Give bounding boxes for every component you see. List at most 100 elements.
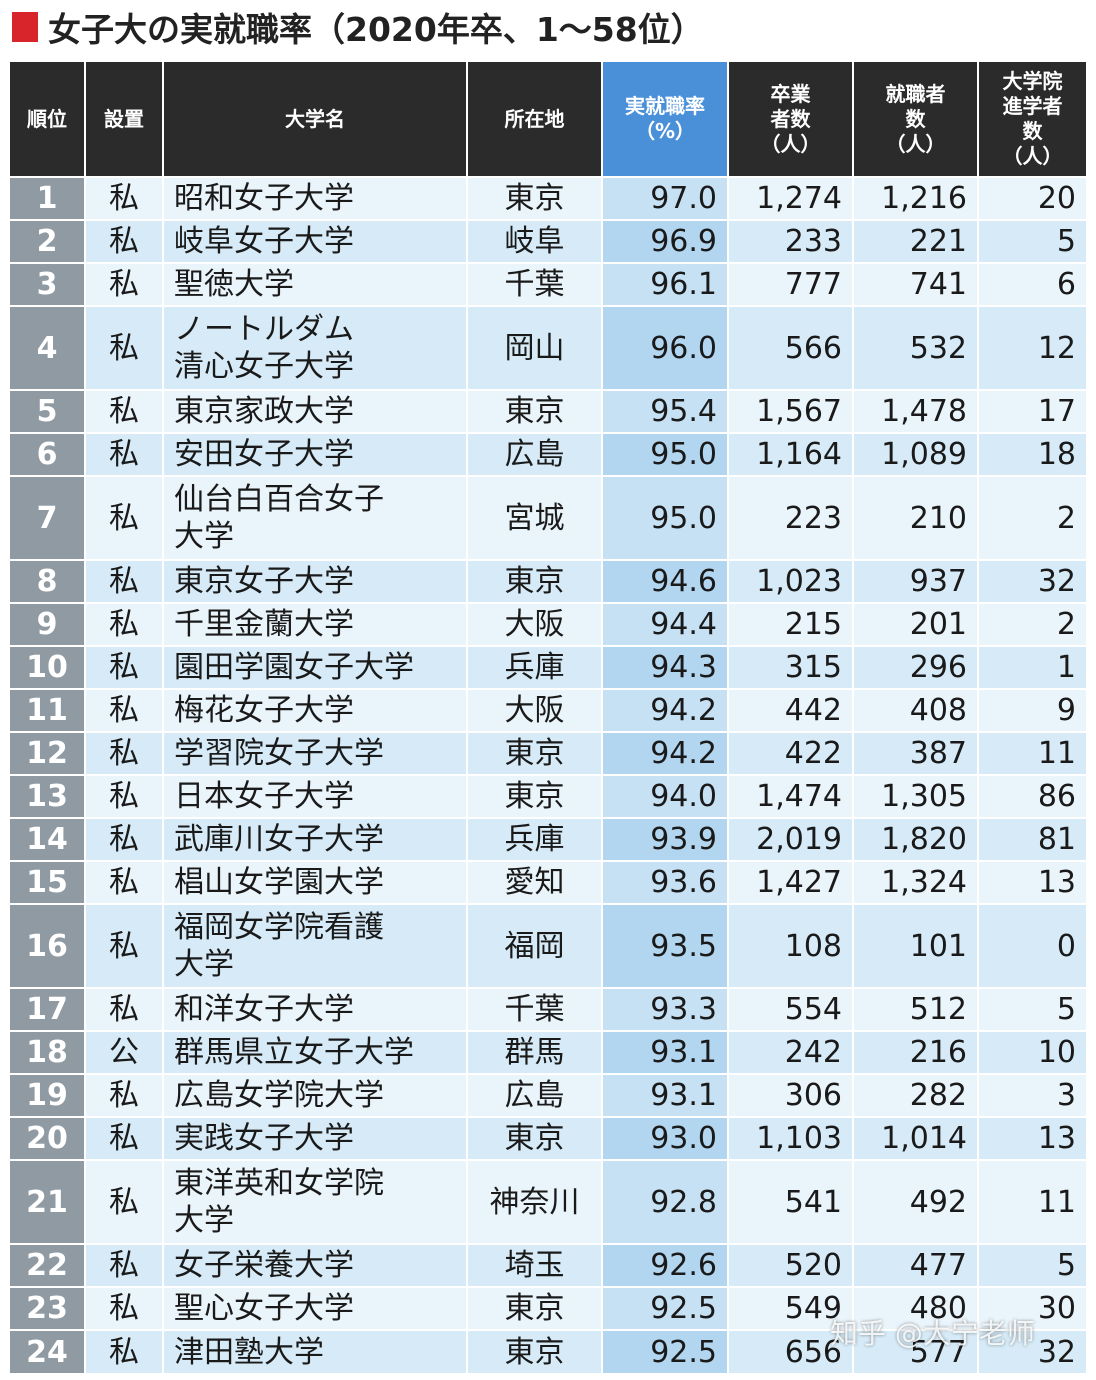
- university-name-cell: 東京家政大学: [163, 389, 468, 433]
- university-name-cell: 安田女子大学: [163, 432, 468, 476]
- employed-cell: 201: [853, 602, 979, 646]
- university-name-cell: ノートルダム 清心女子大学: [163, 305, 468, 390]
- type-cell: 私: [85, 432, 164, 476]
- header-grad-school-line: 数: [1022, 119, 1043, 143]
- table-row: 13 私日本女子大学 東京 94.0 1,474 1,305 86: [10, 774, 1086, 818]
- location-cell: 東京: [467, 1286, 603, 1330]
- header-location: 所在地: [467, 62, 603, 177]
- location-cell: 神奈川: [467, 1159, 603, 1244]
- table-row: 24 私津田塾大学 東京 92.5 656 577 32: [10, 1329, 1086, 1373]
- header-type: 設置: [85, 62, 164, 177]
- university-name-cell: 日本女子大学: [163, 774, 468, 818]
- graduates-cell: 306: [728, 1073, 854, 1117]
- university-name-cell: 実践女子大学: [163, 1116, 468, 1160]
- location-cell: 兵庫: [467, 817, 603, 861]
- rate-cell: 93.1: [602, 1073, 729, 1117]
- employed-cell: 282: [853, 1073, 979, 1117]
- grad-school-cell: 0: [978, 903, 1086, 988]
- university-name-cell: 福岡女学院看護 大学: [163, 903, 468, 988]
- employed-cell: 216: [853, 1030, 979, 1074]
- rate-cell: 92.6: [602, 1243, 729, 1287]
- graduates-cell: 1,567: [728, 389, 854, 433]
- rank-cell: 6: [10, 432, 86, 476]
- red-square-icon: [12, 12, 38, 42]
- graduates-cell: 541: [728, 1159, 854, 1244]
- type-cell: 私: [85, 688, 164, 732]
- rank-cell: 1: [10, 176, 86, 220]
- location-cell: 東京: [467, 389, 603, 433]
- header-graduates: 卒業 者数 （人）: [728, 62, 854, 177]
- graduates-cell: 2,019: [728, 817, 854, 861]
- university-name-cell: 東洋英和女学院 大学: [163, 1159, 468, 1244]
- rate-cell: 93.6: [602, 860, 729, 904]
- graduates-cell: 108: [728, 903, 854, 988]
- university-name-line: 女子栄養大学: [174, 1248, 354, 1283]
- location-cell: 東京: [467, 176, 603, 220]
- location-cell: 東京: [467, 731, 603, 775]
- university-name-line: 学習院女子大学: [174, 736, 384, 771]
- university-name-cell: 津田塾大学: [163, 1329, 468, 1373]
- employed-cell: 1,478: [853, 389, 979, 433]
- header-rate-line: （%）: [634, 119, 696, 143]
- graduates-cell: 215: [728, 602, 854, 646]
- employed-cell: 477: [853, 1243, 979, 1287]
- grad-school-cell: 11: [978, 1159, 1086, 1244]
- employed-cell: 937: [853, 559, 979, 603]
- employed-cell: 1,014: [853, 1116, 979, 1160]
- type-cell: 私: [85, 559, 164, 603]
- table-row: 22 私女子栄養大学 埼玉 92.6 520 477 5: [10, 1243, 1086, 1287]
- rank-cell: 14: [10, 817, 86, 861]
- header-employed-line: （人）: [885, 131, 946, 156]
- location-cell: 東京: [467, 774, 603, 818]
- rate-cell: 93.1: [602, 1030, 729, 1074]
- graduates-cell: 442: [728, 688, 854, 732]
- type-cell: 私: [85, 1329, 164, 1373]
- header-name: 大学名: [163, 62, 468, 177]
- table-row: 3 私聖徳大学 千葉 96.1 777 741 6: [10, 262, 1086, 306]
- rate-cell: 94.2: [602, 688, 729, 732]
- location-cell: 宮城: [467, 475, 603, 560]
- rate-cell: 96.0: [602, 305, 729, 390]
- employed-cell: 221: [853, 219, 979, 263]
- type-cell: 私: [85, 305, 164, 390]
- university-name-line: 東洋英和女学院: [174, 1166, 384, 1201]
- university-name-line: 安田女子大学: [174, 437, 354, 472]
- location-cell: 大阪: [467, 688, 603, 732]
- header-employed: 就職者 数 （人）: [853, 62, 979, 177]
- grad-school-cell: 2: [978, 475, 1086, 560]
- employed-cell: 296: [853, 645, 979, 689]
- table-row: 14 私武庫川女子大学 兵庫 93.9 2,019 1,820 81: [10, 817, 1086, 861]
- graduates-cell: 422: [728, 731, 854, 775]
- grad-school-cell: 5: [978, 1243, 1086, 1287]
- university-name-line: 清心女子大学: [174, 349, 354, 384]
- employed-cell: 512: [853, 987, 979, 1031]
- location-cell: 広島: [467, 432, 603, 476]
- graduates-cell: 242: [728, 1030, 854, 1074]
- university-name-line: 東京女子大学: [174, 564, 354, 599]
- type-cell: 私: [85, 475, 164, 560]
- university-name-line: 聖徳大学: [174, 267, 294, 302]
- table-row: 9 私千里金蘭大学 大阪 94.4 215 201 2: [10, 602, 1086, 646]
- rank-cell: 9: [10, 602, 86, 646]
- university-name-line: 武庫川女子大学: [174, 822, 384, 857]
- graduates-cell: 549: [728, 1286, 854, 1330]
- rate-cell: 96.9: [602, 219, 729, 263]
- university-name-cell: 岐阜女子大学: [163, 219, 468, 263]
- university-name-line: 千里金蘭大学: [174, 607, 354, 642]
- rank-cell: 18: [10, 1030, 86, 1074]
- header-rank: 順位: [10, 62, 86, 177]
- location-cell: 広島: [467, 1073, 603, 1117]
- university-name-cell: 武庫川女子大学: [163, 817, 468, 861]
- university-name-line: 和洋女子大学: [174, 992, 354, 1027]
- rate-cell: 96.1: [602, 262, 729, 306]
- rate-cell: 94.4: [602, 602, 729, 646]
- graduates-cell: 1,427: [728, 860, 854, 904]
- type-cell: 私: [85, 860, 164, 904]
- watermark: 知乎 @大宁老师: [830, 1317, 1035, 1350]
- location-cell: 愛知: [467, 860, 603, 904]
- university-name-line: 東京家政大学: [174, 394, 354, 429]
- header-employed-line: 就職者: [885, 81, 946, 106]
- grad-school-cell: 1: [978, 645, 1086, 689]
- university-name-cell: 女子栄養大学: [163, 1243, 468, 1287]
- header-graduates-line: 卒業: [770, 81, 811, 106]
